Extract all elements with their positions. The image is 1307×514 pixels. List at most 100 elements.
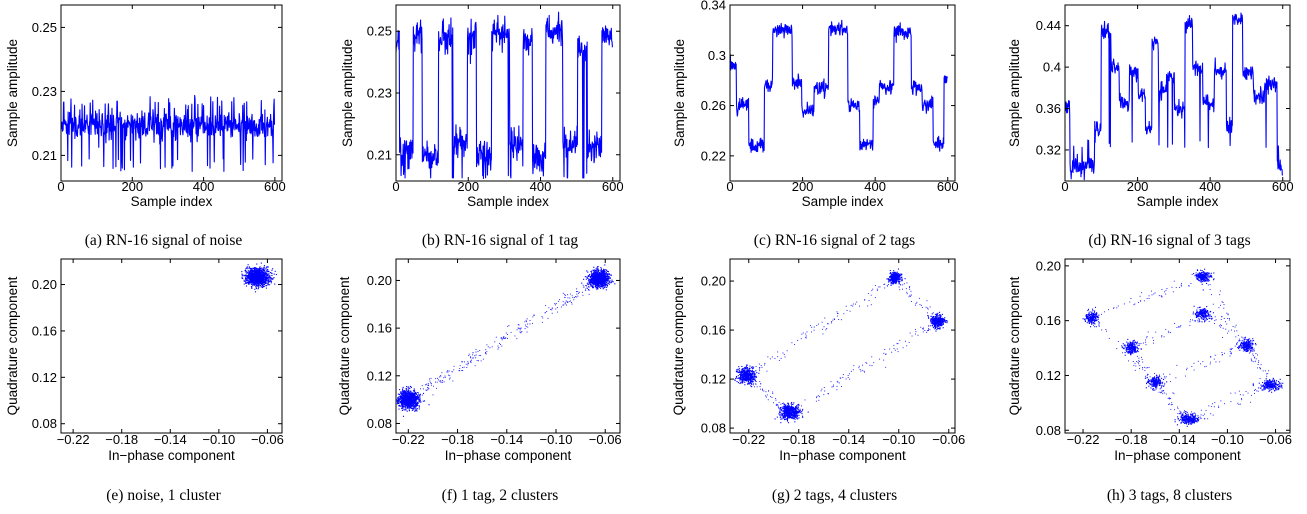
data-point bbox=[890, 278, 892, 280]
data-point bbox=[894, 273, 896, 275]
data-point bbox=[427, 386, 429, 388]
data-point bbox=[407, 404, 409, 406]
data-point bbox=[793, 410, 795, 412]
data-point bbox=[261, 268, 263, 270]
data-point bbox=[406, 401, 408, 403]
data-point bbox=[594, 273, 596, 275]
data-point bbox=[410, 395, 412, 397]
data-point bbox=[405, 394, 407, 396]
data-point bbox=[407, 399, 409, 401]
data-point bbox=[245, 268, 247, 270]
data-point bbox=[427, 387, 429, 389]
data-point bbox=[246, 272, 248, 274]
data-point bbox=[567, 294, 569, 296]
data-point bbox=[252, 281, 254, 283]
data-point bbox=[607, 273, 609, 275]
data-point bbox=[746, 369, 748, 371]
data-point bbox=[241, 277, 243, 279]
data-point bbox=[795, 407, 797, 409]
data-point bbox=[467, 362, 469, 364]
data-point bbox=[401, 389, 404, 391]
data-point bbox=[256, 271, 258, 273]
data-point bbox=[603, 283, 605, 285]
data-point bbox=[582, 284, 584, 286]
data-point bbox=[750, 372, 752, 374]
data-point bbox=[415, 408, 417, 410]
data-point bbox=[586, 276, 588, 278]
data-point bbox=[412, 393, 414, 395]
data-point bbox=[446, 371, 448, 373]
data-point bbox=[605, 279, 607, 281]
data-point bbox=[786, 413, 788, 415]
data-point bbox=[787, 407, 789, 409]
data-point bbox=[260, 273, 262, 276]
data-point bbox=[403, 393, 405, 395]
data-point bbox=[271, 272, 273, 275]
data-point bbox=[267, 281, 269, 283]
data-point bbox=[889, 279, 891, 281]
data-point bbox=[266, 270, 268, 273]
data-point bbox=[742, 378, 744, 380]
data-point bbox=[265, 279, 267, 281]
data-point bbox=[790, 409, 792, 411]
data-point bbox=[410, 399, 412, 401]
data-point bbox=[591, 283, 593, 285]
data-point bbox=[259, 272, 262, 274]
data-point bbox=[412, 401, 414, 403]
data-point bbox=[784, 407, 786, 409]
data-point bbox=[745, 375, 747, 377]
x-tick-label: −0.22 bbox=[392, 432, 425, 447]
data-point bbox=[744, 368, 746, 370]
data-point bbox=[741, 375, 743, 377]
data-point bbox=[738, 377, 740, 379]
data-point bbox=[251, 277, 253, 279]
data-point bbox=[740, 371, 742, 373]
data-point bbox=[892, 283, 894, 285]
data-point bbox=[248, 281, 250, 284]
data-point bbox=[262, 277, 264, 279]
data-point bbox=[785, 410, 787, 412]
data-point bbox=[409, 403, 411, 405]
data-point bbox=[261, 280, 263, 282]
data-point bbox=[751, 386, 753, 388]
y-tick-label: 0.44 bbox=[1036, 18, 1061, 33]
data-point bbox=[592, 276, 594, 278]
subplot-caption: (b) RN-16 signal of 1 tag bbox=[422, 232, 579, 249]
data-point bbox=[736, 371, 738, 373]
data-point bbox=[259, 277, 261, 279]
data-point bbox=[243, 279, 245, 281]
data-point bbox=[598, 274, 600, 276]
data-point bbox=[743, 378, 745, 380]
data-point bbox=[898, 282, 900, 284]
data-point bbox=[567, 301, 569, 303]
y-axis-label: Quadrature component bbox=[337, 276, 352, 415]
data-point bbox=[255, 279, 257, 281]
data-point bbox=[599, 286, 601, 289]
data-point bbox=[795, 412, 797, 414]
data-point bbox=[468, 355, 470, 356]
data-point bbox=[890, 273, 892, 275]
data-point bbox=[413, 393, 415, 395]
data-point bbox=[590, 285, 592, 287]
data-point bbox=[941, 325, 943, 327]
data-point bbox=[265, 277, 267, 279]
data-point bbox=[247, 277, 249, 279]
data-point bbox=[409, 407, 412, 409]
data-point bbox=[402, 405, 405, 407]
data-point bbox=[610, 282, 612, 284]
data-point bbox=[410, 385, 412, 388]
data-point bbox=[796, 410, 798, 413]
data-point bbox=[785, 414, 787, 416]
data-point bbox=[735, 370, 737, 373]
data-point bbox=[411, 409, 413, 411]
data-point bbox=[791, 414, 793, 416]
data-point bbox=[407, 398, 409, 400]
data-point bbox=[748, 377, 750, 379]
data-point bbox=[550, 309, 552, 311]
data-point bbox=[258, 271, 260, 273]
data-point bbox=[738, 377, 740, 379]
data-point bbox=[480, 360, 482, 362]
data-point bbox=[737, 369, 739, 371]
data-point bbox=[783, 416, 785, 418]
